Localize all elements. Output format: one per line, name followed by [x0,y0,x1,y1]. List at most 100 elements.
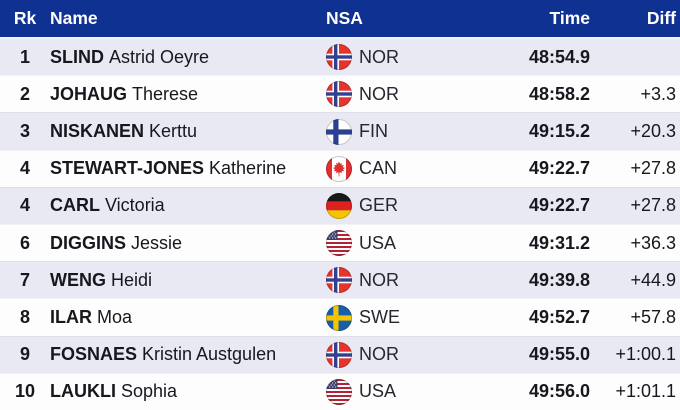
rank-cell: 3 [19,121,30,141]
time-cell: 49:55.0 [528,344,590,365]
nsa-cell: CAN [322,156,442,182]
flag-icon-usa [326,379,352,405]
column-header-time: Time [549,8,590,28]
name-cell: LAUKLI Sophia [50,381,322,402]
nsa-code: USA [359,381,397,402]
column-header-rank: Rk [13,8,37,28]
nsa-code: FIN [359,121,388,141]
flag-icon-nor [326,342,352,368]
table-row[interactable]: 4 STEWART-JONES Katherine CAN 49:22.7 +27… [0,149,680,187]
athlete-surname: SLIND [50,46,104,67]
table-row[interactable]: 3 NISKANEN Kerttu FIN 49:15.2 +20.3 [0,112,680,150]
rank-cell: 4 [19,195,30,216]
name-cell: STEWART-JONES Katherine [50,158,322,179]
diff-cell: +27.8 [630,158,676,179]
time-cell: 49:22.7 [528,195,590,216]
athlete-surname: WENG [50,269,106,290]
nsa-cell: GER [322,193,442,219]
name-cell: WENG Heidi [50,270,322,291]
diff-cell: +3.3 [640,83,676,104]
diff-cell: +1:01.1 [615,381,676,402]
table-row[interactable]: 2 JOHAUG Therese NOR 48:58.2 +3.3 [0,75,680,113]
time-cell: 48:54.9 [528,46,590,67]
nsa-code: NOR [359,83,399,104]
athlete-surname: DIGGINS [50,232,127,253]
rank-cell: 1 [19,46,30,67]
athlete-given-name: Victoria [105,195,165,216]
nsa-cell: NOR [322,81,442,107]
table-header: Rk Name NSA Time Diff [0,0,680,39]
athlete-surname: CARL [50,195,100,216]
diff-cell: +57.8 [630,307,676,328]
athlete-given-name: Jessie [131,232,183,253]
nsa-code: USA [359,232,397,253]
table-row[interactable]: 4 CARL Victoria GER 49:22.7 +27.8 [0,186,680,225]
time-cell: 49:22.7 [528,158,590,179]
name-cell: JOHAUG Therese [50,84,322,105]
name-cell: FOSNAES Kristin Austgulen [50,344,322,365]
table-row[interactable]: 6 DIGGINS Jessie USA 49:31.2 +36.3 [0,224,680,262]
nsa-code: SWE [359,307,401,328]
flag-icon-nor [326,44,352,70]
nsa-cell: NOR [322,342,442,368]
rank-cell: 6 [19,232,30,253]
athlete-surname: JOHAUG [50,83,128,104]
flag-icon-swe [326,305,352,331]
flag-icon-nor [326,81,352,107]
diff-cell: +36.3 [630,232,676,253]
athlete-given-name: Katherine [209,158,287,179]
athlete-surname: STEWART-JONES [50,158,205,179]
athlete-given-name: Kristin Austgulen [142,344,277,365]
nsa-code: NOR [359,46,399,67]
table-row[interactable]: 7 WENG Heidi NOR 49:39.8 +44.9 [0,261,680,299]
rank-cell: 8 [19,307,30,328]
column-header-nsa: NSA [326,8,363,28]
athlete-given-name: Kerttu [149,121,198,141]
athlete-surname: NISKANEN [50,121,145,141]
nsa-cell: USA [322,379,442,405]
table-row[interactable]: 1 SLIND Astrid Oeyre NOR 48:54.9 [0,39,680,76]
flag-icon-can [326,156,352,182]
rank-cell: 9 [19,344,30,365]
column-header-name: Name [50,8,98,28]
time-cell: 49:52.7 [528,307,590,328]
time-cell: 49:15.2 [528,121,590,141]
table-row[interactable]: 10 LAUKLI Sophia USA 49:56.0 +1:01.1 [0,372,680,410]
athlete-given-name: Therese [132,83,199,104]
rank-cell: 4 [19,158,30,179]
name-cell: CARL Victoria [50,195,322,216]
rank-cell: 10 [14,381,36,402]
table-row[interactable]: 9 FOSNAES Kristin Austgulen NOR 49:55.0 +… [0,335,680,373]
name-cell: NISKANEN Kerttu [50,121,322,142]
column-header-diff: Diff [646,8,676,28]
diff-cell: +20.3 [630,121,676,141]
flag-icon-usa [326,230,352,256]
athlete-given-name: Astrid Oeyre [109,46,210,67]
time-cell: 48:58.2 [528,83,590,104]
diff-cell: +27.8 [630,195,676,216]
nsa-code: NOR [359,269,399,290]
nsa-cell: SWE [322,305,442,331]
athlete-surname: LAUKLI [50,381,116,402]
nsa-cell: NOR [322,267,442,293]
time-cell: 49:31.2 [528,232,590,253]
nsa-code: NOR [359,344,399,365]
athlete-surname: FOSNAES [50,344,138,365]
rank-cell: 7 [19,269,30,290]
flag-icon-fin [326,119,352,145]
athlete-given-name: Moa [97,307,133,328]
diff-cell: +44.9 [630,269,676,290]
name-cell: SLIND Astrid Oeyre [50,47,322,68]
table-row[interactable]: 8 ILAR Moa SWE 49:52.7 +57.8 [0,298,680,336]
name-cell: DIGGINS Jessie [50,233,322,254]
diff-cell: +1:00.1 [615,344,676,365]
time-cell: 49:39.8 [528,269,590,290]
flag-icon-nor [326,267,352,293]
name-cell: ILAR Moa [50,307,322,328]
nsa-code: GER [359,195,399,216]
rank-cell: 2 [19,83,30,104]
athlete-given-name: Sophia [121,381,178,402]
nsa-cell: FIN [322,119,442,145]
nsa-code: CAN [359,158,398,179]
